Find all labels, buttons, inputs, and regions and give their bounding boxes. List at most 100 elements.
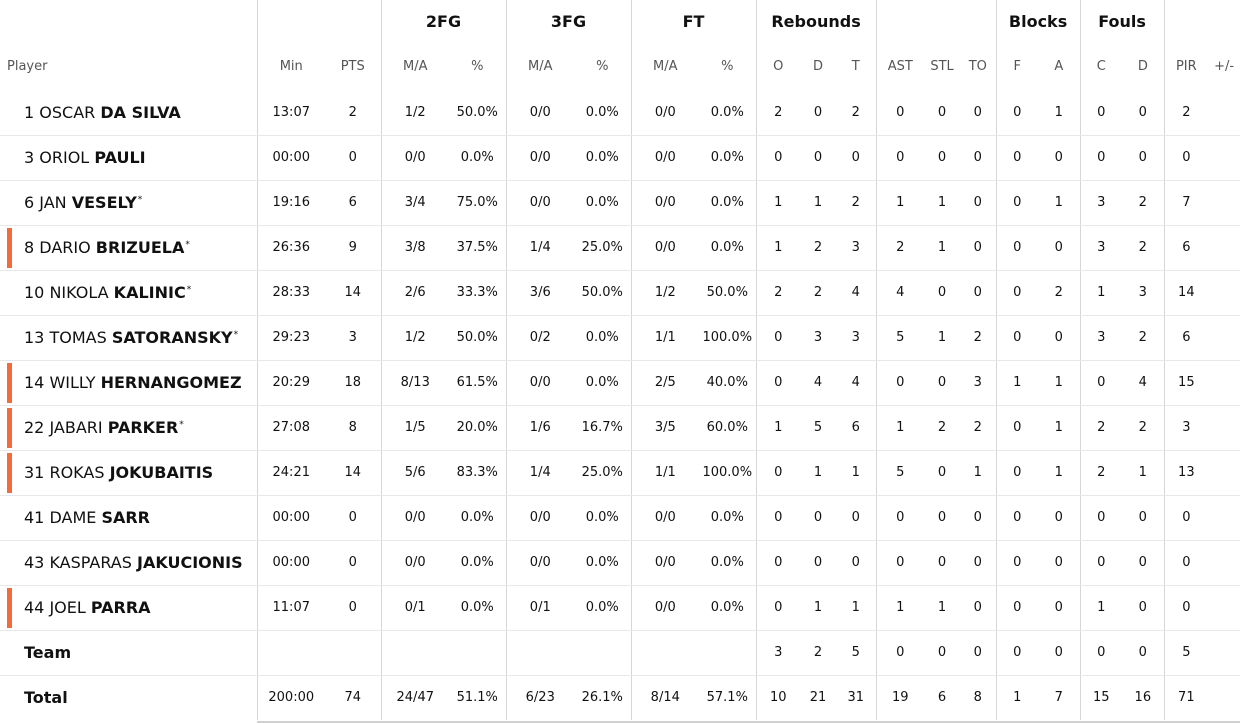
group-header-rebounds: Rebounds [755, 0, 877, 43]
cell-reb-o: 1 [755, 180, 801, 226]
cell-stl: 0 [924, 450, 961, 496]
cell-reb-t: 2 [836, 90, 877, 136]
player-row[interactable]: 13 TOMAS SATORANSKY* 29:23 3 1/2 50.0% 0/2 0.0… [0, 315, 1240, 361]
group-header-ft: FT [630, 0, 757, 43]
cell-reb-t: 6 [836, 405, 877, 451]
cell-min: 13:07 [256, 90, 325, 136]
player-row[interactable]: 3 ORIOL PAULI 00:00 0 0/0 0.0% 0/0 0.0% 0/0 0.0%… [0, 135, 1240, 181]
cell-fg2-ma: 1/2 [380, 90, 449, 136]
starter-mark: * [179, 419, 184, 430]
cell-fg3-ma: 1/6 [505, 405, 575, 451]
player-number: 22 [24, 418, 45, 437]
cell-min: 20:29 [256, 360, 325, 406]
cell-stl: 0 [924, 540, 961, 586]
player-name-cell[interactable]: 22 JABARI PARKER* [0, 405, 257, 451]
cell-fg3-pct: 0.0% [574, 585, 632, 631]
substitute-marker [7, 407, 12, 448]
player-name-cell[interactable]: 10 NIKOLA KALINIC* [0, 270, 257, 316]
cell-stl: 6 [937, 690, 947, 706]
cell-plus-minus [1208, 450, 1240, 496]
player-row[interactable]: 1 OSCAR DA SILVA 13:07 2 1/2 50.0% 0/0 0.0% 0/0… [0, 90, 1240, 136]
player-row[interactable]: 41 DAME SARR 00:00 0 0/0 0.0% 0/0 0.0% 0/0 0.0% 0… [0, 495, 1240, 541]
cell-blk-f: 0 [995, 180, 1039, 226]
cell-blk-f: 1 [995, 675, 1039, 720]
player-last-name: PARRA [90, 598, 151, 617]
cell-reb-t: 3 [836, 225, 877, 271]
cell-ast: 1 [875, 585, 925, 631]
player-name-cell[interactable]: 8 DARIO BRIZUELA* [0, 225, 257, 271]
cell-ast: 0 [875, 135, 925, 181]
player-row[interactable]: 14 WILLY HERNANGOMEZ 20:29 18 8/13 61.5% 0/0 0… [0, 360, 1240, 406]
cell-blk-a: 0 [1038, 495, 1081, 541]
cell-to: 0 [960, 225, 997, 271]
cell-plus-minus [1208, 225, 1240, 271]
player-last-name: SATORANSKY [111, 328, 233, 347]
cell-ft-pct: 50.0% [699, 270, 757, 316]
player-first-name: TOMAS [49, 328, 107, 347]
cell-reb-t: 4 [836, 270, 877, 316]
cell-reb-d: 5 [800, 405, 837, 451]
cell-fg3-pct: 0.0% [574, 90, 632, 136]
cell-fg3-ma: 0/0 [505, 180, 575, 226]
cell-reb-t: 0 [836, 495, 877, 541]
substitute-marker [7, 227, 12, 268]
player-name-cell[interactable]: 3 ORIOL PAULI [0, 135, 257, 181]
cell-reb-d: 0 [800, 135, 837, 181]
player-row[interactable]: 22 JABARI PARKER* 27:08 8 1/5 20.0% 1/6 16.7% 3… [0, 405, 1240, 451]
player-name-cell[interactable]: 14 WILLY HERNANGOMEZ [0, 360, 257, 406]
player-row[interactable]: 43 KASPARAS JAKUCIONIS 00:00 0 0/0 0.0% 0/0 0.… [0, 540, 1240, 586]
player-name-cell[interactable]: 44 JOEL PARRA [0, 585, 257, 631]
column-header-reb-t: T [851, 59, 860, 74]
cell-foul-d: 3 [1122, 270, 1165, 316]
cell-blk-f: 0 [995, 135, 1039, 181]
cell-fg3-pct: 25.0% [574, 450, 632, 496]
column-header-plus-minus: +/- [1214, 59, 1235, 74]
player-name-cell[interactable]: 13 TOMAS SATORANSKY* [0, 315, 257, 361]
cell-blk-a: 0 [1038, 315, 1081, 361]
cell-ft-ma: 0/0 [630, 585, 700, 631]
player-name-cell[interactable]: 41 DAME SARR [0, 495, 257, 541]
player-name-cell[interactable]: 43 KASPARAS JAKUCIONIS [0, 540, 257, 586]
cell-fg3-ma: 6/23 [505, 675, 575, 720]
cell-blk-a: 0 [1038, 135, 1081, 181]
cell-fg2-ma: 8/13 [380, 360, 449, 406]
cell-reb-o: 0 [755, 360, 801, 406]
player-name-cell[interactable]: 6 JAN VESELY* [0, 180, 257, 226]
player-last-name: HERNANGOMEZ [100, 373, 242, 392]
player-row[interactable]: 10 NIKOLA KALINIC* 28:33 14 2/6 33.3% 3/6 50.0… [0, 270, 1240, 316]
cell-to: 0 [960, 540, 997, 586]
column-header-reb-o: O [755, 43, 801, 90]
cell-foul-d: 0 [1122, 585, 1165, 631]
player-row[interactable]: 6 JAN VESELY* 19:16 6 3/4 75.0% 0/0 0.0% 0/0 0.0… [0, 180, 1240, 226]
cell-blk-a: 7 [1054, 690, 1063, 706]
player-name-cell[interactable]: 1 OSCAR DA SILVA [0, 90, 257, 136]
cell-pir: 13 [1163, 450, 1209, 496]
cell-pts: 0 [325, 135, 381, 181]
cell-pir: 0 [1163, 135, 1209, 181]
cell-foul-c: 15 [1079, 675, 1123, 720]
cell-fg2-pct: 50.0% [449, 315, 507, 361]
player-number: 10 [24, 283, 45, 302]
player-row[interactable]: 31 ROKAS JOKUBAITIS 24:21 14 5/6 83.3% 1/4 25.… [0, 450, 1240, 496]
cell-ft-pct: 57.1% [706, 690, 748, 706]
cell-to: 0 [960, 180, 997, 226]
cell-blk-f: 0 [995, 405, 1039, 451]
cell-ast: 5 [875, 315, 925, 361]
cell-blk-f: 0 [995, 585, 1039, 631]
cell-fg2-pct: 0.0% [449, 135, 507, 181]
cell-blk-a: 0 [1038, 540, 1081, 586]
player-name-cell[interactable]: 31 ROKAS JOKUBAITIS [0, 450, 257, 496]
starter-mark: * [185, 239, 190, 250]
cell-foul-d: 2 [1122, 405, 1165, 451]
cell-fg2-pct: 83.3% [449, 450, 507, 496]
cell-ft-ma: 0/0 [630, 495, 700, 541]
cell-to: 0 [960, 135, 997, 181]
cell-foul-c: 3 [1079, 225, 1123, 271]
cell-foul-d: 1 [1122, 450, 1165, 496]
player-row[interactable]: 8 DARIO BRIZUELA* 26:36 9 3/8 37.5% 1/4 25.0% 0… [0, 225, 1240, 271]
player-row[interactable]: 44 JOEL PARRA 11:07 0 0/1 0.0% 0/1 0.0% 0/0 0.0%… [0, 585, 1240, 631]
cell-stl: 1 [924, 585, 961, 631]
cell-ft-pct: 100.0% [699, 450, 757, 496]
cell-fg3-ma: 0/0 [505, 135, 575, 181]
cell-min: 00:00 [256, 495, 325, 541]
